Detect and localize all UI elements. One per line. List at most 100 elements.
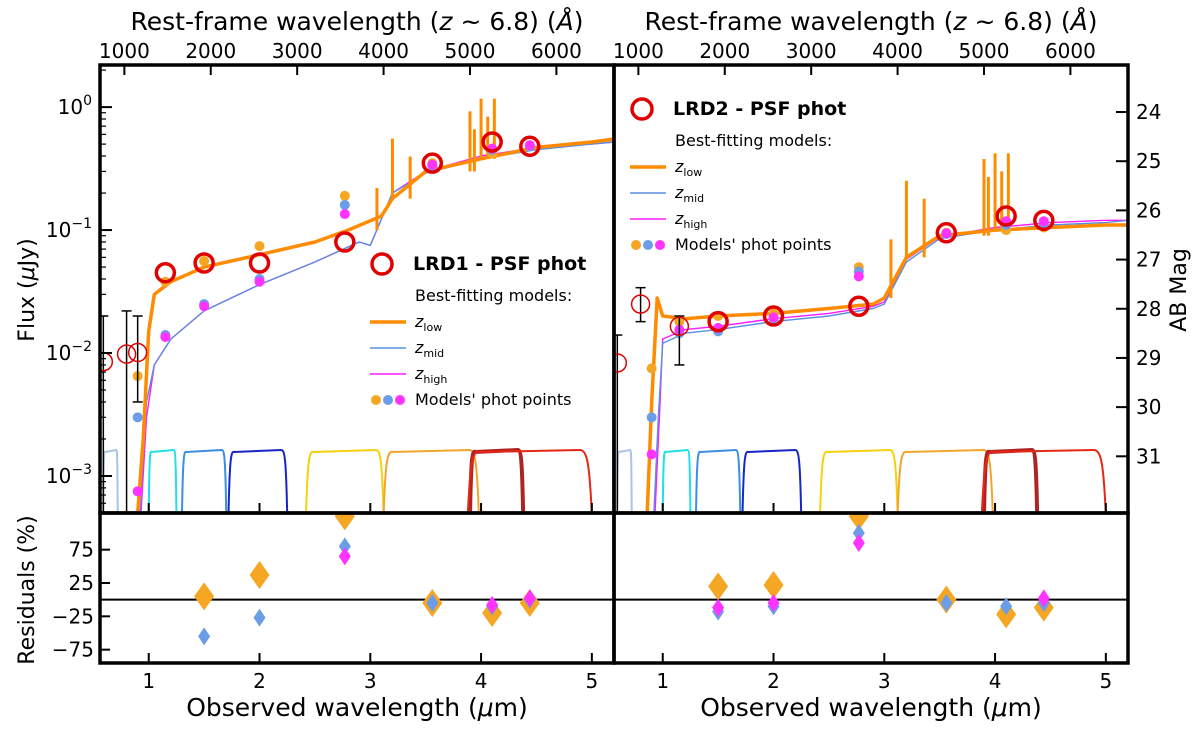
observed-point [762,305,785,327]
model-point-zmid [339,199,350,210]
filter-curve [382,448,480,513]
mag-tick-label: 25 [1136,149,1161,173]
observed-point [248,252,271,274]
plot-layer [98,63,1130,665]
model-curve-zhigh [100,141,614,513]
legend-phot-dot [395,395,405,405]
residual-frame [612,511,1130,665]
model-point-zhigh [941,228,952,239]
residual-axis-title: Residuals (%) [15,515,40,664]
x-tick-label: 5 [1099,669,1112,693]
residual-frame [98,511,616,665]
filter-curve [181,448,228,513]
top-tick-label: 4000 [872,39,923,63]
residual-marker-zmid [338,537,351,556]
observed-point [127,342,148,363]
model-point-zlow [199,256,210,267]
observed-point [116,344,137,364]
top-tick-label: 1000 [99,39,150,63]
residual-marker-zhigh [767,594,780,612]
y-tick-label: 10−2 [46,339,92,365]
legend-title: LRD1 - PSF phot [413,253,586,275]
top-tick-label: 6000 [531,39,582,63]
model-point-zhigh [853,271,864,282]
legend-label-zmid: zmid [414,338,444,360]
legend-title: LRD2 - PSF phot [673,98,846,120]
model-point-zhigh [160,331,171,342]
x-axis-title: Observed wavelength (μm) [186,693,528,722]
residual-marker-zmid [198,627,211,646]
x-tick-label: 1 [656,669,669,693]
observed-point [935,222,958,244]
legend-label-zlow: zlow [414,312,442,334]
observed-point [995,205,1017,227]
observed-point [848,295,870,318]
residual-marker-zmid [852,524,865,542]
filter-curve [896,448,994,513]
residual-marker-zhigh [486,596,499,614]
filter-curve [980,448,1107,513]
y-tick-label: 10−3 [46,462,92,488]
model-point-zlow [254,241,265,252]
residual-marker-zmid [253,608,266,627]
residual-tick-label: −25 [52,604,94,628]
observed-point [669,316,690,337]
model-curve-zhigh [614,219,1128,513]
model-point-zhigh [646,449,657,460]
x-tick-label: 2 [767,669,780,693]
legend-phot: Models' phot points [415,390,571,409]
panel-LRD1 [100,98,614,513]
model-curve-zmid [100,141,614,513]
observed-point [193,252,215,274]
legend-label-zhigh: zhigh [674,209,707,231]
top-axis-title: Rest-frame wavelength (z ~ 6.8) (Å) [645,7,1098,36]
x-tick-label: 3 [364,669,377,693]
observed-point [481,131,503,153]
filter-curve [661,448,692,513]
residual-marker-zmid [1000,597,1013,616]
model-point-zhigh [199,301,210,312]
top-tick-label: 3000 [786,39,837,63]
residual-group [708,513,1054,629]
top-axis-title: Rest-frame wavelength (z ~ 6.8) (Å) [131,7,584,36]
mag-tick-label: 26 [1136,198,1161,222]
x-tick-label: 3 [878,669,891,693]
residual-marker-zhigh [1037,589,1050,608]
model-curve-zmid [614,219,1128,513]
residual-marker-zlow [194,582,215,611]
observed-point [421,152,444,174]
filter-curve [695,448,742,513]
filter-curve [819,448,899,513]
residual-marker-zlow [334,513,355,531]
x-tick-label: 4 [989,669,1002,693]
mag-tick-label: 30 [1136,395,1161,419]
legend-phot-dot [655,240,665,250]
legend-label-zlow: zlow [674,157,702,179]
mag-tick-label: 28 [1136,297,1161,321]
residual-marker-zlow [848,513,869,531]
residual-marker-zhigh [523,589,536,608]
observed-point [154,261,177,284]
model-point-zmid [132,412,143,423]
residual-marker-zhigh [338,547,351,566]
legend-best: Best-fitting models: [675,131,832,150]
model-point-zhigh [768,312,779,323]
ab-mag-title: AB Mag [1167,248,1192,332]
model-point-zmid [646,412,657,423]
observed-point [519,135,541,158]
legend-label-zhigh: zhigh [414,364,447,386]
observed-point [707,310,729,333]
top-tick-label: 2000 [185,39,236,63]
filter-curve [616,448,633,513]
mag-tick-label: 27 [1136,248,1161,272]
panel-LRD2 [614,153,1128,513]
filter-curve [741,448,803,513]
x-tick-label: 1 [142,669,155,693]
model-point-zhigh [132,486,143,497]
model-point-zhigh [1038,216,1049,227]
legend-phot: Models' phot points [675,235,831,254]
mag-tick-label: 31 [1136,444,1161,468]
residual-tick-label: 25 [69,571,94,595]
residual-marker-zmid [426,594,439,612]
